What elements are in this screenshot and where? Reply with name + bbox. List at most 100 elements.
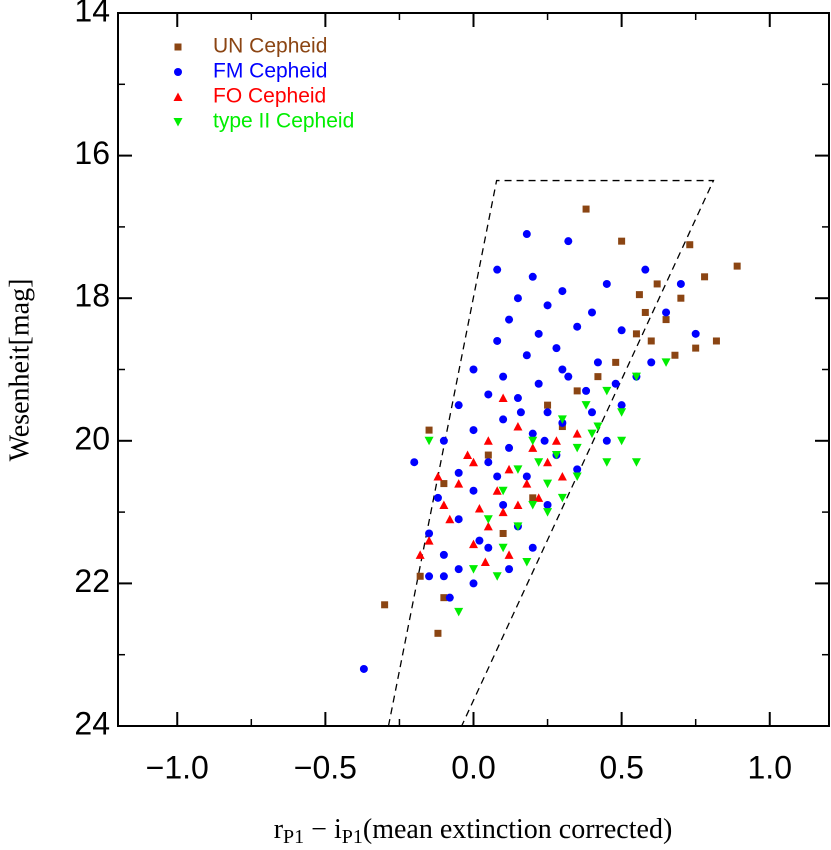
- point: [522, 472, 531, 481]
- point: [424, 436, 434, 446]
- point: [676, 279, 685, 288]
- point: [469, 365, 478, 374]
- point: [602, 386, 612, 396]
- point: [558, 287, 567, 296]
- point: [505, 565, 514, 574]
- point: [492, 486, 502, 495]
- point: [534, 493, 544, 502]
- point: [425, 426, 433, 434]
- point: [484, 543, 493, 552]
- point: [528, 500, 538, 510]
- point: [529, 494, 537, 502]
- point: [440, 480, 448, 488]
- point: [552, 344, 561, 353]
- point: [454, 401, 463, 410]
- point: [528, 436, 538, 446]
- y-tick-label: 24: [74, 705, 110, 741]
- x-axis-label-part: P1: [283, 826, 304, 848]
- point: [587, 429, 597, 439]
- point: [434, 629, 442, 637]
- point: [513, 522, 523, 531]
- point: [513, 465, 523, 474]
- point: [439, 436, 448, 445]
- point: [439, 550, 448, 559]
- point: [543, 301, 552, 310]
- point: [474, 504, 484, 513]
- point: [480, 557, 490, 567]
- point: [557, 493, 567, 503]
- point: [469, 426, 478, 435]
- point: [631, 372, 641, 382]
- y-tick-label: 18: [74, 278, 110, 314]
- point: [439, 500, 449, 509]
- y-tick-label: 20: [74, 420, 110, 456]
- point: [551, 436, 561, 445]
- point: [522, 230, 531, 239]
- point: [522, 479, 532, 488]
- point: [534, 458, 544, 467]
- point: [617, 436, 627, 446]
- x-tick-label: −0.5: [294, 749, 357, 785]
- point: [454, 468, 463, 477]
- point: [641, 308, 649, 316]
- y-axis-label: Wesenheit[mag]: [4, 279, 35, 462]
- point: [475, 536, 484, 545]
- point: [484, 390, 493, 399]
- point: [528, 272, 537, 281]
- point: [499, 415, 508, 424]
- point: [573, 387, 581, 395]
- point: [617, 326, 626, 335]
- point: [469, 579, 478, 588]
- x-axis-label: rP1 − iP1(mean extinction corrected): [274, 814, 673, 847]
- point: [572, 443, 582, 453]
- point: [505, 443, 514, 452]
- legend-label: UN Cepheid: [213, 35, 327, 58]
- point: [564, 372, 573, 381]
- x-axis-label-part: P1: [342, 826, 363, 848]
- point: [692, 344, 700, 352]
- point: [522, 558, 532, 567]
- point: [602, 279, 611, 288]
- point: [593, 358, 602, 367]
- point: [617, 401, 626, 410]
- point: [454, 565, 463, 574]
- point: [440, 594, 448, 602]
- point: [588, 308, 596, 317]
- point: [581, 401, 591, 410]
- point: [534, 379, 543, 388]
- y-tick-label: 22: [74, 563, 110, 599]
- x-tick-label: 0.5: [599, 749, 643, 785]
- point: [573, 322, 582, 331]
- point: [733, 262, 741, 270]
- point: [543, 479, 553, 489]
- point: [469, 486, 478, 495]
- point: [498, 543, 508, 553]
- point: [701, 273, 709, 281]
- point: [543, 500, 552, 509]
- point: [493, 472, 502, 481]
- point: [463, 450, 473, 460]
- point: [602, 458, 612, 467]
- point: [564, 237, 573, 246]
- legend-marker: [174, 43, 182, 51]
- point: [677, 294, 685, 302]
- point: [425, 529, 434, 538]
- point: [483, 515, 493, 524]
- point: [635, 291, 643, 299]
- point: [588, 408, 596, 417]
- point: [416, 572, 424, 580]
- point: [662, 308, 671, 317]
- point: [572, 429, 582, 438]
- boundary-line: [387, 179, 715, 726]
- point: [528, 443, 538, 452]
- point: [433, 493, 442, 502]
- point: [513, 394, 522, 403]
- point: [433, 471, 443, 481]
- point: [483, 436, 493, 445]
- point: [425, 572, 434, 581]
- point: [469, 539, 478, 549]
- point: [551, 451, 561, 460]
- point: [504, 464, 514, 474]
- x-axis-label-part: r: [274, 814, 284, 845]
